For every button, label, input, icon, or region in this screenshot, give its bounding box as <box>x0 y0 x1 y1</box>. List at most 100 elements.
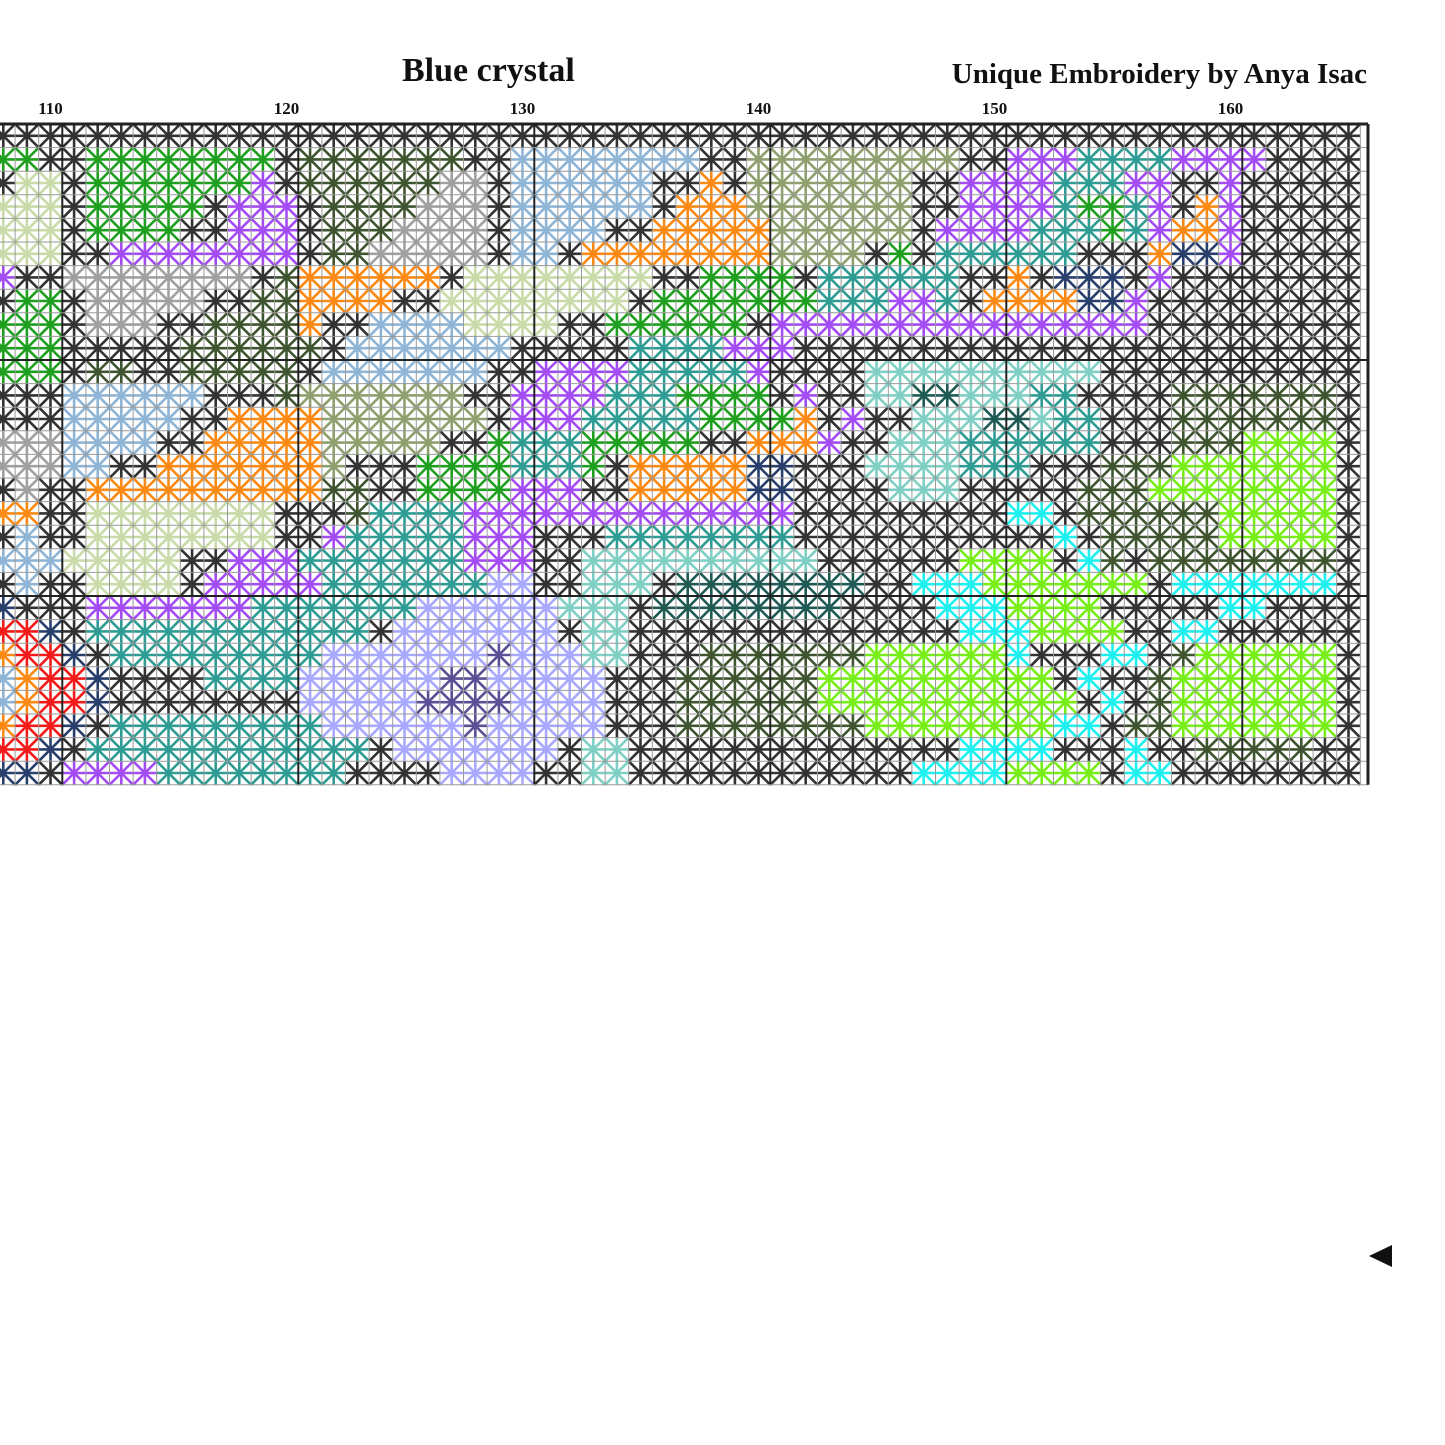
stitch <box>226 359 253 385</box>
stitch <box>769 642 795 668</box>
stitch <box>0 689 17 715</box>
stitch <box>297 500 323 527</box>
stitch <box>61 477 87 503</box>
stitch <box>1005 665 1031 692</box>
stitch <box>1005 429 1031 456</box>
stitch <box>910 193 937 220</box>
stitch <box>132 736 158 763</box>
stitch <box>651 453 677 479</box>
stitch <box>273 760 300 786</box>
stitch <box>1146 382 1173 409</box>
stitch <box>14 547 40 574</box>
stitch <box>1099 642 1126 668</box>
stitch <box>556 123 583 149</box>
stitch <box>179 193 205 220</box>
stitch <box>226 618 253 645</box>
stitch <box>1052 618 1079 645</box>
stitch <box>887 760 913 786</box>
stitch <box>132 335 158 361</box>
stitch <box>226 311 253 338</box>
stitch <box>745 264 772 291</box>
stitch <box>132 689 158 715</box>
stitch <box>273 170 300 196</box>
stitch <box>1312 713 1338 739</box>
stitch <box>297 359 323 385</box>
stitch <box>344 406 371 432</box>
stitch <box>1076 241 1102 267</box>
stitch <box>1052 241 1079 267</box>
stitch <box>1194 406 1220 432</box>
stitch <box>1123 665 1149 692</box>
stitch <box>344 264 371 291</box>
stitch <box>155 477 182 503</box>
stitch <box>910 429 937 456</box>
stitch <box>627 170 654 196</box>
stitch <box>37 642 64 668</box>
stitch <box>415 335 441 361</box>
stitch <box>320 642 347 668</box>
stitch <box>627 547 654 574</box>
stitch <box>958 618 984 645</box>
stitch <box>14 406 40 432</box>
stitch <box>1288 264 1315 291</box>
stitch <box>462 288 489 314</box>
stitch <box>1005 193 1031 220</box>
stitch <box>462 241 489 267</box>
stitch <box>155 500 182 527</box>
stitch <box>722 760 748 786</box>
stitch <box>1312 359 1338 385</box>
stitch <box>1146 500 1173 527</box>
stitch <box>1335 524 1362 550</box>
stitch <box>1028 642 1055 668</box>
stitch <box>1288 146 1315 173</box>
stitch <box>1217 665 1244 692</box>
stitch <box>1123 241 1149 267</box>
stitch <box>580 123 607 149</box>
stitch <box>1052 335 1079 361</box>
stitch <box>1146 689 1173 715</box>
stitch <box>1241 547 1267 574</box>
stitch <box>14 311 40 338</box>
stitch <box>887 217 913 243</box>
stitch <box>415 524 441 550</box>
stitch <box>1099 477 1126 503</box>
stitch <box>934 713 961 739</box>
stitch <box>698 264 725 291</box>
stitch <box>887 170 913 196</box>
stitch <box>14 642 40 668</box>
stitch <box>320 382 347 409</box>
stitch <box>1076 193 1102 220</box>
stitch <box>509 193 536 220</box>
stitch <box>37 288 64 314</box>
column-label-110: 110 <box>38 99 63 118</box>
stitch <box>580 382 607 409</box>
stitch <box>179 264 205 291</box>
stitch <box>391 217 418 243</box>
stitch <box>320 217 347 243</box>
grid-lines <box>0 122 1370 786</box>
stitch <box>438 406 465 432</box>
stitch <box>1335 642 1362 668</box>
stitch <box>1288 170 1315 196</box>
stitch <box>1076 311 1102 338</box>
stitch <box>981 146 1008 173</box>
stitch <box>604 642 630 668</box>
stitch <box>1312 689 1338 715</box>
stitch <box>981 689 1008 715</box>
stitch <box>226 193 253 220</box>
stitch <box>1288 311 1315 338</box>
stitch <box>415 311 441 338</box>
stitch <box>556 547 583 574</box>
stitch <box>273 453 300 479</box>
stitch <box>462 500 489 527</box>
stitch <box>1288 571 1315 597</box>
stitch <box>1005 288 1031 314</box>
stitch <box>745 524 772 550</box>
stitch <box>981 595 1008 621</box>
stitch <box>1241 288 1267 314</box>
stitch <box>1288 335 1315 361</box>
stitch <box>722 642 748 668</box>
stitch <box>84 311 111 338</box>
stitch <box>226 713 253 739</box>
